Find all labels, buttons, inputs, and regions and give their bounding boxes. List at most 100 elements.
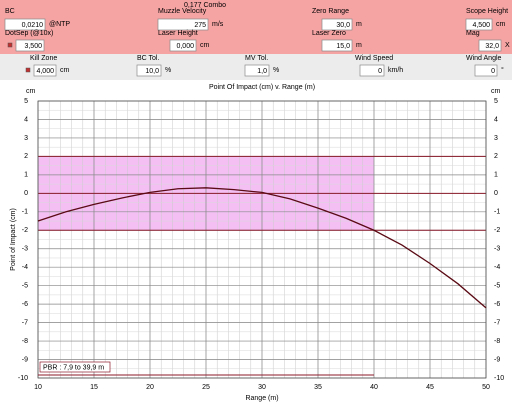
y-tick-label: 0 xyxy=(24,190,28,197)
input-value: 1,0 xyxy=(257,68,267,75)
y-tick-label: -2 xyxy=(22,227,28,234)
y2-tick-label: -3 xyxy=(494,246,500,253)
plot-frame xyxy=(37,100,487,379)
y2-tick-label: -7 xyxy=(494,319,500,326)
x-tick-label: 15 xyxy=(90,384,98,391)
text-input[interactable] xyxy=(33,64,57,77)
x-tick-label: 10 xyxy=(34,384,42,391)
chart-title: Point Of Impact (cm) v. Range (m) xyxy=(209,84,315,91)
y-tick-label: -7 xyxy=(22,319,28,326)
y-tick-label: -1 xyxy=(22,209,28,216)
header-panel xyxy=(0,0,512,54)
y-tick-label: 3 xyxy=(24,135,28,142)
unit-label: km/h xyxy=(388,67,403,74)
input-value: 275 xyxy=(194,22,206,29)
input-value: 0 xyxy=(378,68,382,75)
input-value: 0 xyxy=(491,68,495,75)
unit-label: m xyxy=(356,21,362,28)
text-input[interactable] xyxy=(465,18,493,31)
unit-label: m/s xyxy=(212,21,224,28)
annotation-box xyxy=(39,361,111,373)
field-label: Laser Height xyxy=(158,30,198,37)
y-unit-left: cm xyxy=(26,88,36,95)
y2-tick-label: -2 xyxy=(494,227,500,234)
field-label: Wind Angle xyxy=(466,55,502,62)
y-tick-label: 4 xyxy=(24,116,28,123)
text-input[interactable] xyxy=(169,39,197,52)
text-input[interactable] xyxy=(474,64,498,77)
unit-label: cm xyxy=(60,67,70,74)
text-input[interactable] xyxy=(136,64,162,77)
text-input[interactable] xyxy=(157,18,209,31)
text-input[interactable] xyxy=(244,64,270,77)
text-input[interactable] xyxy=(321,18,353,31)
y-unit-right: cm xyxy=(491,88,501,95)
y2-tick-label: -5 xyxy=(494,283,500,290)
y-tick-label: -8 xyxy=(22,338,28,345)
input-value: 10,0 xyxy=(145,68,159,75)
x-tick-label: 25 xyxy=(202,384,210,391)
y2-tick-label: -6 xyxy=(494,301,500,308)
field-label: BC Tol. xyxy=(137,55,159,62)
y-tick-label: 2 xyxy=(24,153,28,160)
unit-label: % xyxy=(273,67,279,74)
unit-label: cm xyxy=(200,42,210,49)
x-tick-label: 35 xyxy=(314,384,322,391)
annotation: PBR : 7,9 to 39,9 m xyxy=(43,364,104,371)
input-value: 0,0210 xyxy=(22,22,44,29)
text-input[interactable] xyxy=(359,64,385,77)
x-tick-label: 30 xyxy=(258,384,266,391)
y2-tick-label: -1 xyxy=(494,209,500,216)
y-tick-label: -5 xyxy=(22,283,28,290)
y2-tick-label: 4 xyxy=(494,116,498,123)
header-title: 0,177 Combo xyxy=(184,2,226,9)
field-label: Laser Zero xyxy=(312,30,346,37)
input-value: 30,0 xyxy=(336,22,350,29)
y-tick-label: -9 xyxy=(22,356,28,363)
y2-tick-label: 1 xyxy=(494,172,498,179)
unit-label: cm xyxy=(496,21,506,28)
field-label: BC xyxy=(5,8,15,15)
unit-label: X xyxy=(505,42,510,49)
x-tick-label: 20 xyxy=(146,384,154,391)
x-tick-label: 40 xyxy=(370,384,378,391)
text-input[interactable] xyxy=(15,39,45,52)
y2-tick-label: 3 xyxy=(494,135,498,142)
y-tick-label: -10 xyxy=(18,375,28,382)
input-value: 3,500 xyxy=(24,43,42,50)
unit-label: @NTP xyxy=(49,21,70,28)
y2-tick-label: 0 xyxy=(494,190,498,197)
unit-label: ° xyxy=(501,66,504,74)
input-value: 4,000 xyxy=(36,68,54,75)
checkbox[interactable] xyxy=(25,67,31,73)
y2-tick-label: -9 xyxy=(494,356,500,363)
unit-label: % xyxy=(165,67,171,74)
field-label: Kill Zone xyxy=(30,55,57,62)
chart-panel xyxy=(0,80,512,408)
field-label: Zero Range xyxy=(312,8,349,15)
text-input[interactable] xyxy=(478,39,502,52)
field-label: Mag xyxy=(466,30,480,37)
y-tick-label: 1 xyxy=(24,172,28,179)
x-tick-label: 45 xyxy=(426,384,434,391)
y-tick-label: -4 xyxy=(22,264,28,271)
field-label: Muzzle Velocity xyxy=(158,8,207,15)
input-value: 4,500 xyxy=(472,22,490,29)
y2-tick-label: 5 xyxy=(494,98,498,105)
input-value: 32,0 xyxy=(485,43,499,50)
y2-tick-label: -8 xyxy=(494,338,500,345)
text-input[interactable] xyxy=(321,39,353,52)
unit-label: m xyxy=(356,42,362,49)
y2-tick-label: -4 xyxy=(494,264,500,271)
y-tick-label: 5 xyxy=(24,98,28,105)
input-value: 0,000 xyxy=(176,43,194,50)
text-input[interactable] xyxy=(4,18,46,31)
y-tick-label: -3 xyxy=(22,246,28,253)
checkbox[interactable] xyxy=(7,42,13,48)
trajectory-line xyxy=(37,187,487,309)
y2-tick-label: 2 xyxy=(494,153,498,160)
field-label: MV Tol. xyxy=(245,55,268,62)
y-tick-label: -6 xyxy=(22,301,28,308)
x-axis-label: Range (m) xyxy=(245,395,278,402)
